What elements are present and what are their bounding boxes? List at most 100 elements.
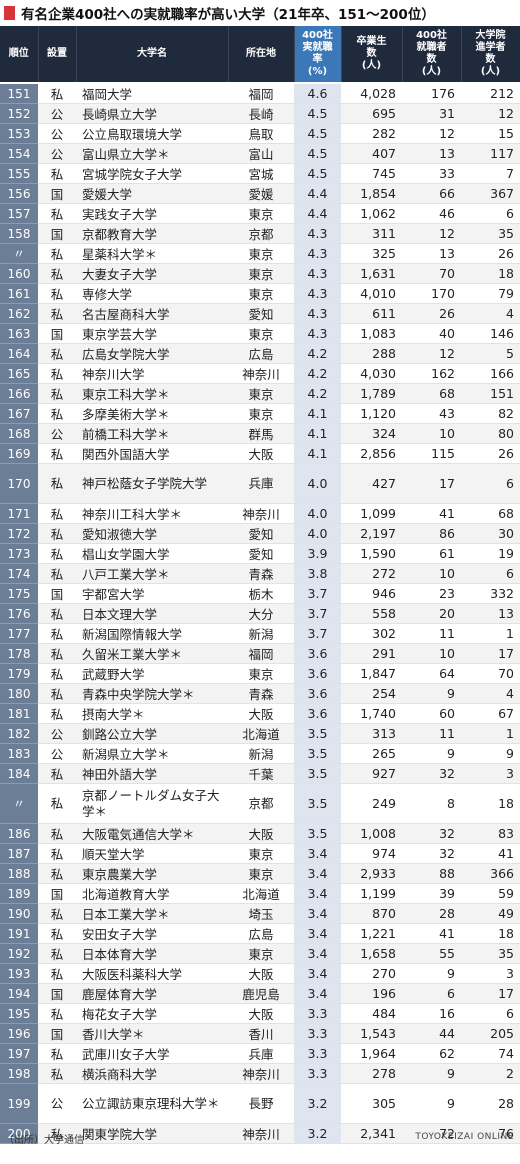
row-employed: 86	[402, 523, 461, 544]
row-type: 私	[38, 903, 76, 924]
row-type: 公	[38, 123, 76, 144]
title-bar: 有名企業400社への実就職率が高い大学（21年卒、151～200位）	[0, 0, 520, 26]
header-name: 大学名	[76, 26, 229, 84]
table-row: 181 私摂南大学＊ 大阪 3.6 1,740 60 67	[0, 703, 520, 724]
row-university-name: 公立鳥取環境大学	[76, 123, 228, 144]
row-location: 東京	[228, 943, 294, 964]
row-employed: 31	[402, 103, 461, 124]
row-rate: 3.9	[294, 543, 341, 564]
row-graduates: 249	[341, 783, 402, 824]
row-location: 大阪	[228, 963, 294, 984]
row-rate: 3.5	[294, 723, 341, 744]
row-grad-school: 6	[461, 1003, 520, 1024]
row-graduates: 305	[341, 1083, 402, 1124]
row-university-name: 新潟県立大学＊	[76, 743, 228, 764]
row-university-name: 実践女子大学	[76, 203, 228, 224]
table-row: 189 国北海道教育大学 北海道 3.4 1,199 39 59	[0, 883, 520, 904]
row-employed: 8	[402, 783, 461, 824]
row-location: 兵庫	[228, 1043, 294, 1064]
row-rate: 4.5	[294, 163, 341, 184]
row-location: 北海道	[228, 883, 294, 904]
row-employed: 26	[402, 303, 461, 324]
row-graduates: 325	[341, 243, 402, 264]
row-employed: 43	[402, 403, 461, 424]
row-employed: 39	[402, 883, 461, 904]
row-location: 京都	[228, 783, 294, 824]
row-location: 兵庫	[228, 463, 294, 504]
table-row: 155 私宮城学院女子大学 宮城 4.5 745 33 7	[0, 163, 520, 184]
row-university-name: 東京工科大学＊	[76, 383, 228, 404]
row-graduates: 407	[341, 143, 402, 164]
table-row: 199 公公立諏訪東京理科大学＊ 長野 3.2 305 9 28	[0, 1083, 520, 1124]
row-location: 東京	[228, 663, 294, 684]
table-body: 151 私福岡大学 福岡 4.6 4,028 176 212 152 公長崎県立大学 長崎 4.5 6…	[0, 83, 520, 1144]
row-employed: 11	[402, 623, 461, 644]
row-grad-school: 117	[461, 143, 520, 164]
table-row: 187 私順天堂大学 東京 3.4 974 32 41	[0, 843, 520, 864]
row-rank: 161	[0, 283, 38, 304]
row-employed: 61	[402, 543, 461, 564]
row-rate: 4.0	[294, 503, 341, 524]
table-row: 161 私専修大学 東京 4.3 4,010 170 79	[0, 283, 520, 304]
row-graduates: 1,964	[341, 1043, 402, 1064]
row-type: 私	[38, 863, 76, 884]
row-employed: 62	[402, 1043, 461, 1064]
row-type: 私	[38, 623, 76, 644]
row-university-name: 公立諏訪東京理科大学＊	[76, 1083, 228, 1124]
row-graduates: 272	[341, 563, 402, 584]
table-row: 178 私久留米工業大学＊ 福岡 3.6 291 10 17	[0, 643, 520, 664]
row-graduates: 265	[341, 743, 402, 764]
row-employed: 17	[402, 463, 461, 504]
table-row: 193 私大阪医科薬科大学 大阪 3.4 270 9 3	[0, 963, 520, 984]
row-graduates: 2,341	[341, 1123, 402, 1144]
row-location: 鹿児島	[228, 983, 294, 1004]
row-grad-school: 1	[461, 623, 520, 644]
row-type: 私	[38, 163, 76, 184]
row-location: 大阪	[228, 1003, 294, 1024]
table-row: 163 国東京学芸大学 東京 4.3 1,083 40 146	[0, 323, 520, 344]
row-rank: 170	[0, 463, 38, 504]
row-rate: 3.6	[294, 663, 341, 684]
table-row: 166 私東京工科大学＊ 東京 4.2 1,789 68 151	[0, 383, 520, 404]
row-rate: 3.4	[294, 983, 341, 1004]
row-graduates: 1,221	[341, 923, 402, 944]
row-employed: 28	[402, 903, 461, 924]
table-row: 165 私神奈川大学 神奈川 4.2 4,030 162 166	[0, 363, 520, 384]
row-grad-school: 18	[461, 263, 520, 284]
row-university-name: 福岡大学	[76, 83, 228, 104]
row-type: 公	[38, 743, 76, 764]
row-rate: 4.3	[294, 243, 341, 264]
row-graduates: 611	[341, 303, 402, 324]
row-location: 神奈川	[228, 503, 294, 524]
row-university-name: 長崎県立大学	[76, 103, 228, 124]
row-graduates: 558	[341, 603, 402, 624]
row-rate: 4.4	[294, 203, 341, 224]
row-type: 公	[38, 1083, 76, 1124]
table-row: 153 公公立鳥取環境大学 鳥取 4.5 282 12 15	[0, 123, 520, 144]
row-type: 私	[38, 703, 76, 724]
table-row: 154 公富山県立大学＊ 富山 4.5 407 13 117	[0, 143, 520, 164]
row-university-name: 青森中央学院大学＊	[76, 683, 228, 704]
row-graduates: 311	[341, 223, 402, 244]
header-graduates: 卒業生 数 (人)	[341, 26, 403, 84]
row-type: 私	[38, 943, 76, 964]
row-type: 国	[38, 883, 76, 904]
row-university-name: 宇都宮大学	[76, 583, 228, 604]
row-employed: 68	[402, 383, 461, 404]
row-grad-school: 79	[461, 283, 520, 304]
row-rate: 3.4	[294, 883, 341, 904]
row-grad-school: 12	[461, 103, 520, 124]
row-location: 愛知	[228, 543, 294, 564]
row-grad-school: 18	[461, 923, 520, 944]
table-row: 182 公釧路公立大学 北海道 3.5 313 11 1	[0, 723, 520, 744]
row-rank: 152	[0, 103, 38, 124]
row-grad-school: 366	[461, 863, 520, 884]
row-location: 福岡	[228, 83, 294, 104]
row-type: 私	[38, 303, 76, 324]
row-graduates: 427	[341, 463, 402, 504]
row-rate: 3.6	[294, 643, 341, 664]
row-type: 私	[38, 783, 76, 824]
row-location: 長野	[228, 1083, 294, 1124]
row-university-name: 安田女子大学	[76, 923, 228, 944]
table-row: 179 私武蔵野大学 東京 3.6 1,847 64 70	[0, 663, 520, 684]
